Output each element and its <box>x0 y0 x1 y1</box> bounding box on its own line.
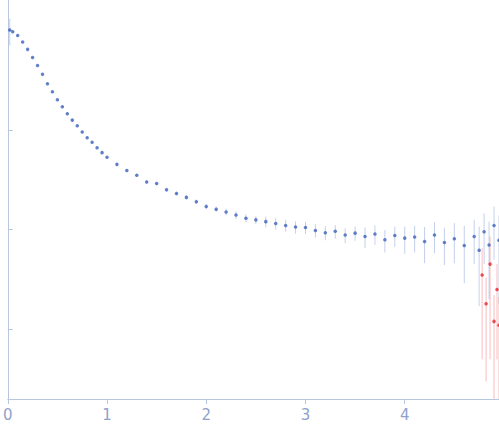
svg-text:2: 2 <box>201 406 211 424</box>
svg-text:3: 3 <box>301 406 311 424</box>
svg-text:1: 1 <box>102 406 112 424</box>
svg-text:4: 4 <box>400 406 410 424</box>
svg-text:0: 0 <box>3 406 13 424</box>
